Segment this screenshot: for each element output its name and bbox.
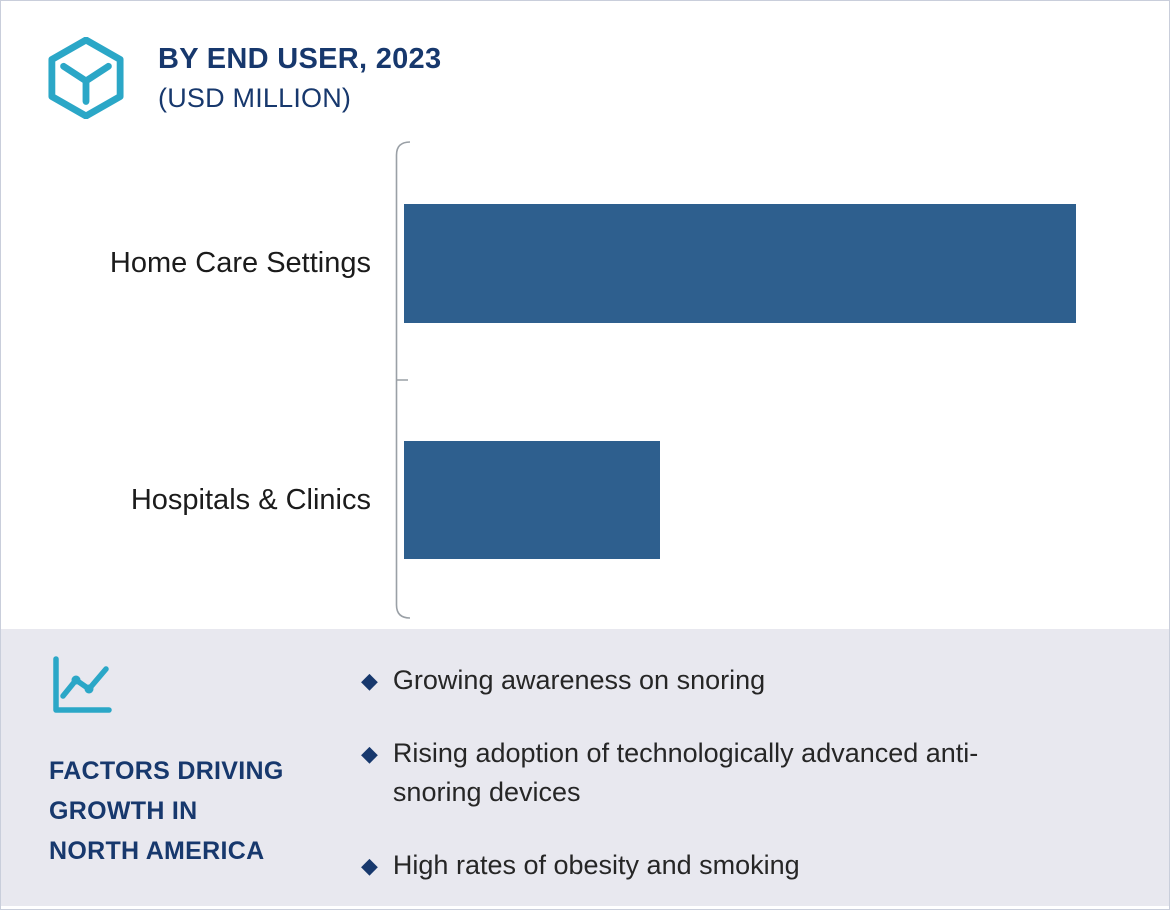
factor-text: Growing awareness on snoring: [392, 665, 766, 695]
diamond-bullet-icon: ◆: [361, 853, 378, 878]
factors-heading: FACTORS DRIVING GROWTH IN NORTH AMERICA: [49, 757, 284, 865]
factor-item: ◆ Growing awareness on snoring: [361, 661, 1051, 700]
chart-title: BY END USER, 2023: [158, 43, 442, 75]
diamond-bullet-icon: ◆: [361, 741, 378, 766]
category-label-hospitals-clinics: Hospitals & Clinics: [130, 484, 371, 516]
plot-area: [404, 141, 1167, 619]
bar-chart: Home Care Settings Hospitals & Clinics: [1, 141, 1169, 621]
hexagon-y-icon: [47, 36, 125, 124]
factors-panel: FACTORS DRIVING GROWTH IN NORTH AMERICA …: [1, 629, 1169, 906]
factor-item: ◆ Rising adoption of technologically adv…: [361, 734, 1051, 812]
diamond-bullet-icon: ◆: [361, 668, 378, 693]
category-label-home-care-settings: Home Care Settings: [109, 247, 371, 279]
factors-list: ◆ Growing awareness on snoring ◆ Rising …: [361, 661, 1051, 909]
bar-home-care-settings: [404, 204, 1077, 323]
factor-text: Rising adoption of technologically advan…: [392, 738, 979, 807]
bar-hospitals-clinics: [404, 441, 660, 559]
factor-text: High rates of obesity and smoking: [392, 850, 800, 880]
y-axis: [395, 141, 411, 619]
factor-item: ◆ High rates of obesity and smoking: [361, 846, 1051, 885]
chart-subtitle: (USD MILLION): [158, 83, 352, 113]
line-chart-icon: [49, 655, 115, 722]
